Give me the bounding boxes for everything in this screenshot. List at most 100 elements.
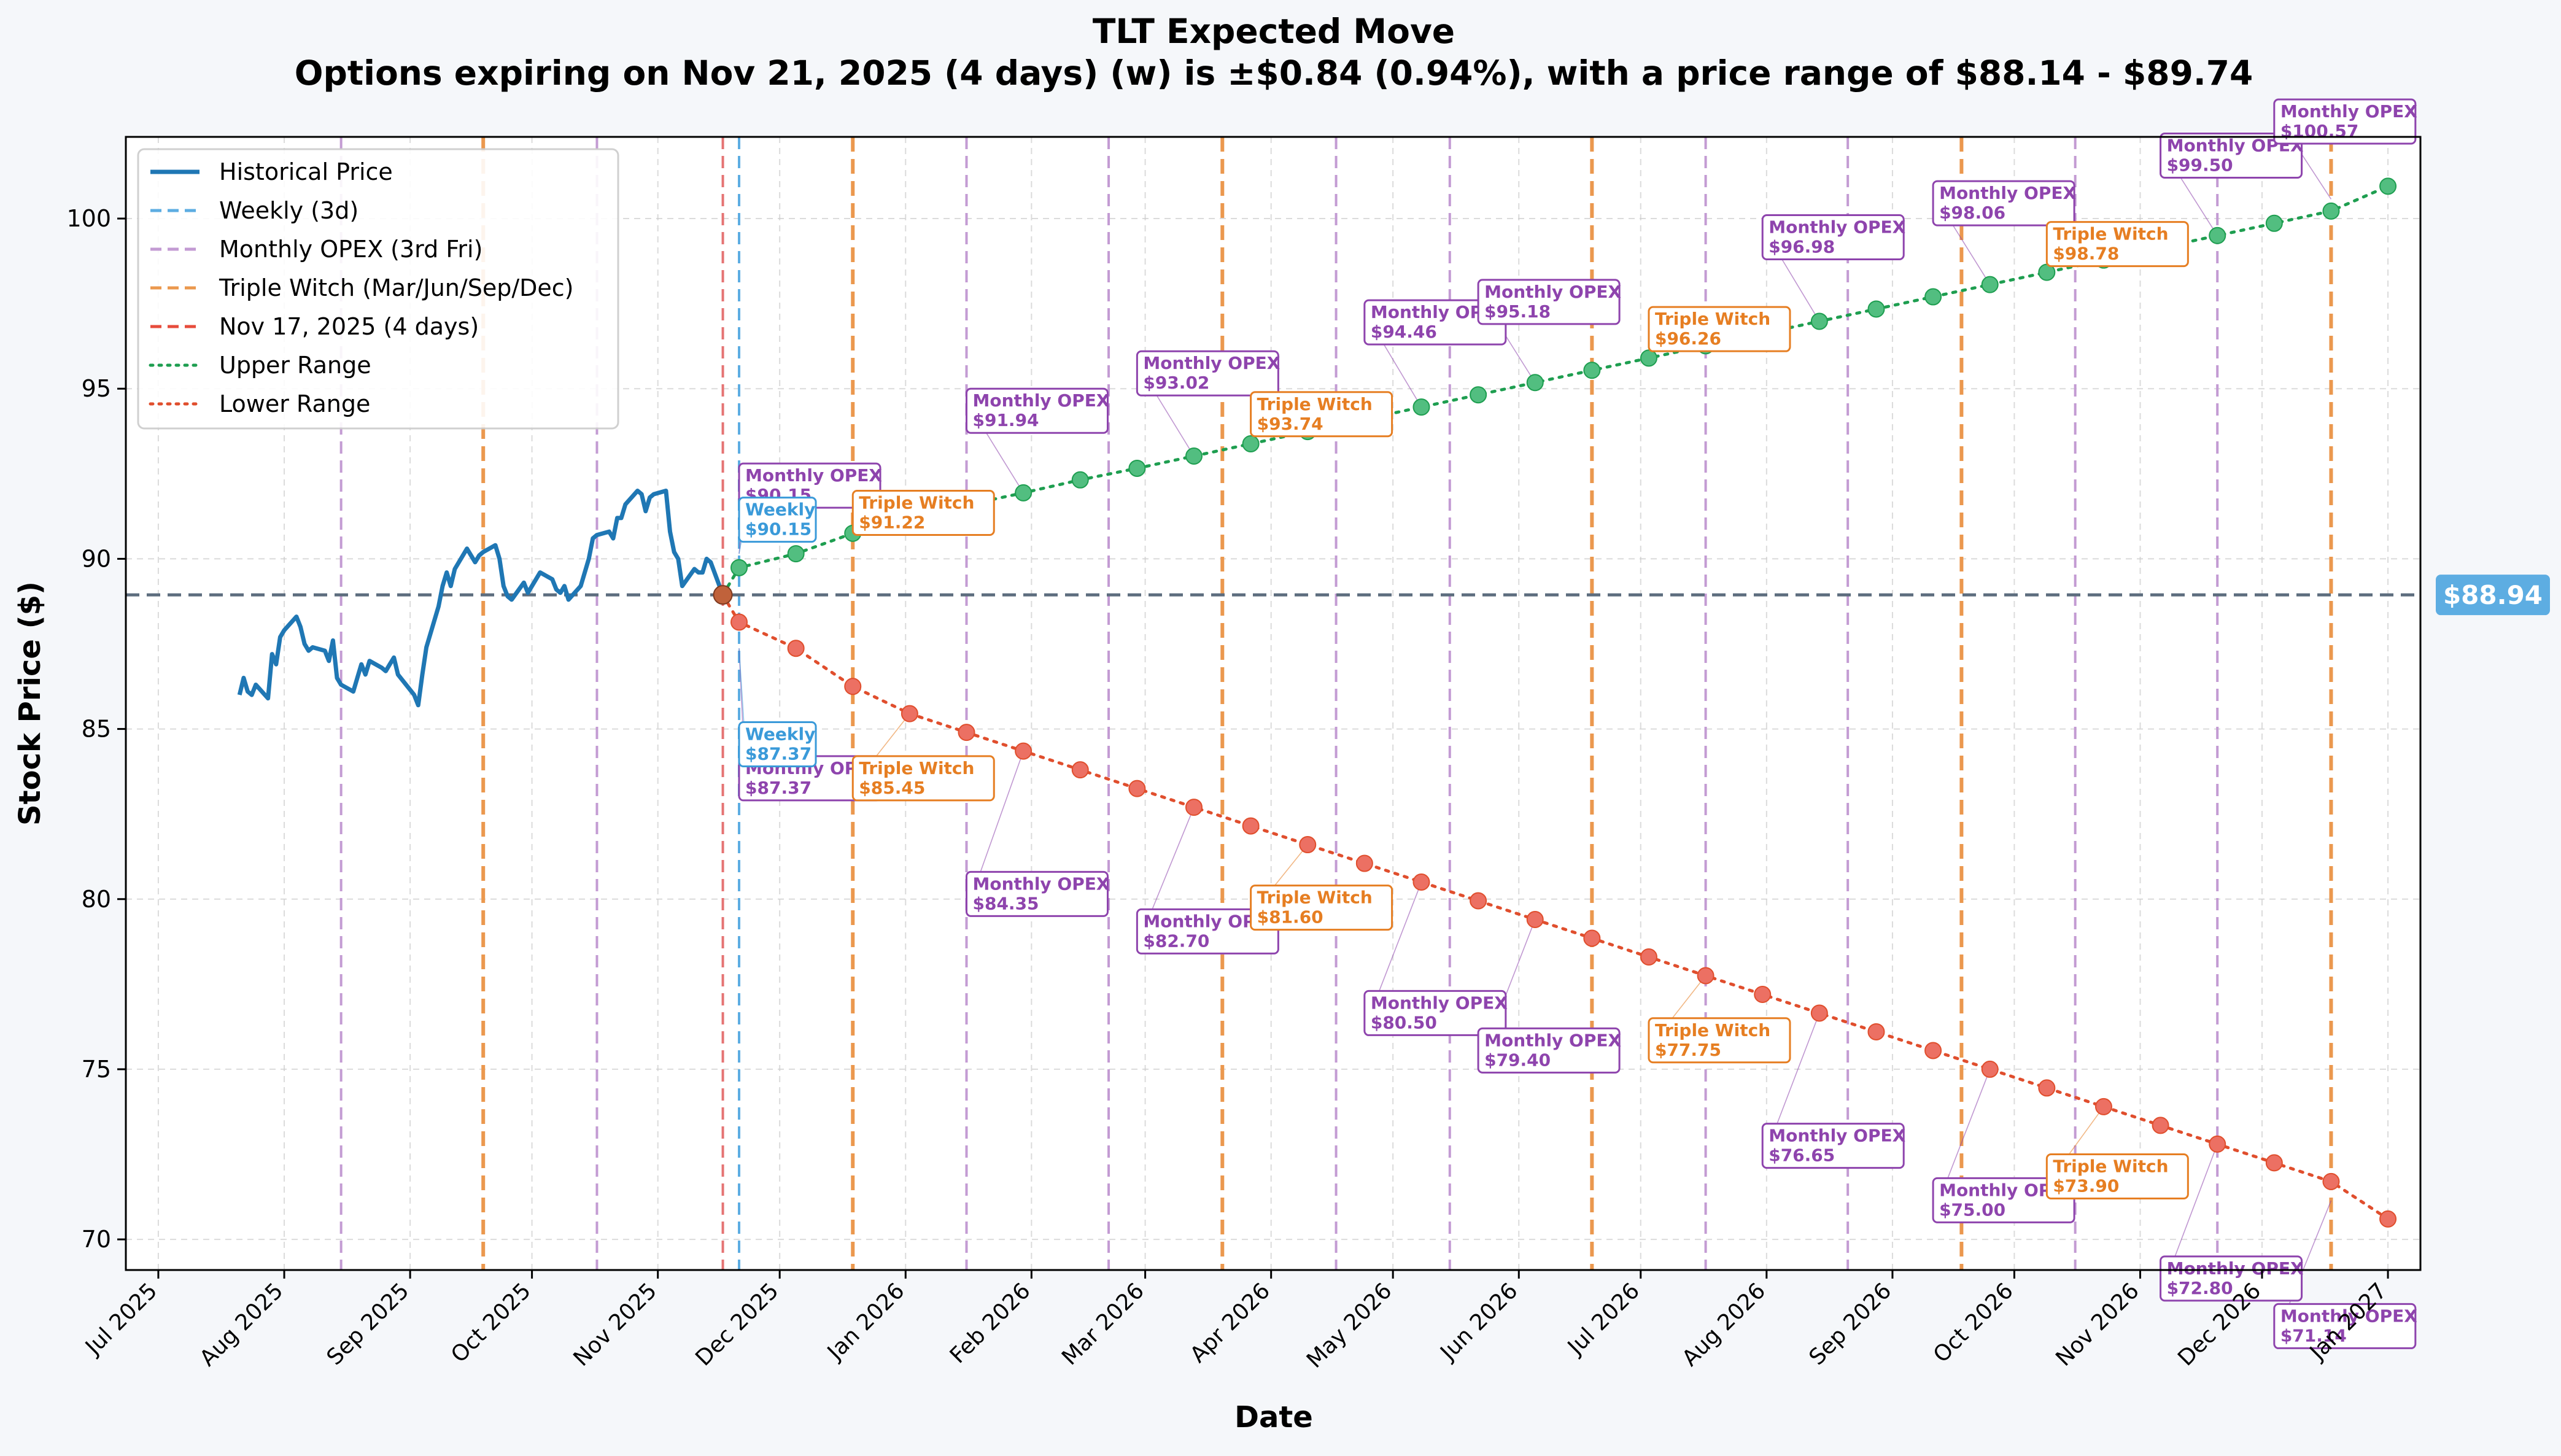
annotation-title: Monthly OPEX: [1769, 1126, 1905, 1146]
annotation-title: Monthly OPEX: [1939, 183, 2076, 203]
upper-range-point: [1071, 471, 1089, 489]
lower-range-point: [1242, 817, 1260, 835]
annotation-box: [851, 490, 995, 536]
annotation-box: [1932, 180, 2075, 227]
annotation-value: $98.06: [1939, 203, 2005, 223]
annotation-title: Monthly OPEX: [972, 873, 1109, 894]
lower-range-point: [2265, 1154, 2283, 1172]
annotation-title: Weekly: [745, 724, 815, 744]
upper-range-point: [1640, 349, 1657, 367]
legend-label: Weekly (3d): [219, 197, 358, 224]
annotation-title: Monthly OPEX: [1769, 217, 1905, 238]
annotation-title: Triple Witch: [859, 758, 974, 778]
upper-range-point: [1015, 484, 1033, 501]
lower-range-point: [787, 640, 805, 657]
annotation-box: [965, 870, 1109, 917]
upper-range-point: [1526, 374, 1544, 392]
annotation-box: [1932, 1177, 2075, 1223]
lower-range-point: [2209, 1135, 2226, 1153]
annotation-box: [1477, 1027, 1621, 1074]
annotation-box: [2045, 221, 2189, 268]
upper-range-point: [2265, 214, 2283, 232]
current-price-badge-group: $88.94: [2436, 575, 2550, 616]
annotation-title: Monthly OPEX: [1484, 282, 1621, 302]
legend-label: Triple Witch (Mar/Jun/Sep/Dec): [219, 274, 573, 301]
upper-range-point: [2379, 177, 2397, 195]
lower-range-point: [1867, 1023, 1885, 1040]
annotation-title: Triple Witch: [1655, 309, 1770, 329]
lower-range-point: [2379, 1210, 2397, 1228]
upper-range-point: [1412, 398, 1430, 416]
annotation-title: Monthly OPEX: [972, 390, 1109, 411]
legend-box: [137, 148, 619, 430]
annotation-box: [965, 387, 1109, 434]
annotation-title: Monthly OPEX: [2280, 101, 2417, 122]
expiry-lines: [339, 137, 2333, 1270]
lower-range-point: [1015, 742, 1033, 760]
lower-range-point: [1981, 1060, 1999, 1078]
y-axis-label: Stock Price ($): [13, 581, 47, 826]
annotation-value: $71.14: [2280, 1325, 2347, 1346]
annotation-box: [738, 497, 817, 543]
lower-range-point: [1640, 948, 1657, 966]
upper-range-point: [787, 545, 805, 563]
lower-range-point: [844, 678, 862, 695]
annotation-box: [1477, 279, 1621, 325]
lower-range-point: [1299, 836, 1317, 854]
annotation-value: $79.40: [1484, 1050, 1551, 1070]
grid: [126, 137, 2420, 1270]
upper-range-point: [1242, 435, 1260, 453]
x-axis-label: Date: [1234, 1400, 1313, 1435]
historical-price-line: [237, 489, 725, 708]
y-tick-label: 85: [82, 716, 111, 743]
chart-subtitle: Options expiring on Nov 21, 2025 (4 days…: [295, 53, 2253, 93]
upper-range-point: [1583, 362, 1601, 379]
upper-range-point: [1185, 447, 1203, 465]
lower-range-point: [1697, 967, 1714, 985]
annotation-title: Monthly OPEX: [1484, 1030, 1621, 1050]
annotation-box: [1761, 1123, 1905, 1169]
annotation-title: Triple Witch: [2053, 1156, 2168, 1177]
plot-frame: [125, 136, 2422, 1271]
current-price-badge: [2436, 575, 2550, 616]
annotation-box: [1648, 306, 1791, 352]
legend-label: Monthly OPEX (3rd Fri): [219, 236, 482, 263]
annotation-value: $91.94: [972, 410, 1039, 430]
legend-label: Nov 17, 2025 (4 days): [219, 313, 479, 340]
lower-range-point: [2322, 1172, 2340, 1190]
annotation-box: [1648, 1017, 1791, 1064]
annotation-title: Triple Witch: [1257, 888, 1373, 908]
annotation-title: Triple Witch: [859, 493, 974, 513]
chart-title: TLT Expected Move: [1093, 12, 1455, 51]
y-tick-label: 75: [82, 1056, 111, 1083]
legend-label: Upper Range: [219, 352, 371, 379]
upper-range-point: [1810, 312, 1828, 330]
annotation-value: $72.80: [2167, 1278, 2233, 1298]
annotation-box: [1761, 214, 1905, 261]
annotation-box: [2160, 1255, 2303, 1302]
annotation-value: $91.22: [859, 513, 925, 533]
upper-range-point: [1470, 386, 1487, 404]
annotation-value: $94.46: [1371, 322, 1437, 342]
upper-range-point: [1128, 459, 1146, 477]
y-tick-label: 70: [82, 1226, 111, 1253]
upper-range-point: [1867, 300, 1885, 318]
lower-range-point: [2038, 1079, 2056, 1097]
annotation-value: $85.45: [859, 778, 925, 798]
annotation-box: [1136, 908, 1279, 955]
annotation-value: $100.57: [2280, 121, 2359, 141]
annotation-box: [1363, 989, 1507, 1036]
upper-range-point: [1981, 276, 1999, 293]
annotation-value: $73.90: [2053, 1176, 2119, 1196]
lower-range-point: [901, 705, 918, 722]
y-tick-label: 80: [82, 886, 111, 913]
lower-range-point: [1810, 1004, 1828, 1022]
annotation-title: Monthly OPEX: [1143, 353, 1280, 373]
annotation-title: Monthly OPEX: [745, 465, 882, 486]
annotation-value: $99.50: [2167, 155, 2233, 175]
lower-range-point: [1128, 780, 1146, 797]
lower-range-point: [1185, 799, 1203, 816]
legend: Historical Price Weekly (3d) Monthly OPEX …: [137, 148, 619, 430]
